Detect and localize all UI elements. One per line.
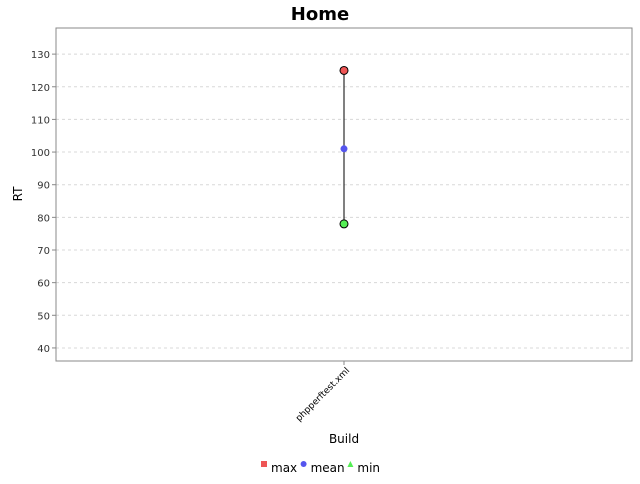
- y-tick-label: 60: [37, 279, 50, 290]
- y-tick-label: 130: [31, 50, 50, 61]
- y-tick-label: 50: [37, 311, 50, 322]
- data-point-mean: [340, 145, 348, 153]
- y-tick-label: 100: [31, 148, 50, 159]
- data-point-min: [339, 219, 349, 229]
- x-axis-label: Build: [329, 432, 359, 446]
- legend-marker-mean: [300, 461, 307, 467]
- plot-area: 40 50 60 70 80 90 100 110 120 130 phpperftest.xml: [31, 27, 633, 424]
- legend-label-max: max: [271, 461, 297, 475]
- y-tick-label: 110: [31, 115, 50, 126]
- y-tick-label: 80: [37, 213, 50, 224]
- y-tick-label: 70: [37, 246, 50, 257]
- legend-marker-max: [261, 461, 267, 467]
- data-point-max: [339, 65, 349, 75]
- legend-label-mean: mean: [311, 461, 345, 475]
- y-tick-label: 40: [37, 344, 50, 355]
- chart-title: Home: [291, 4, 349, 25]
- legend-label-min: min: [357, 461, 380, 475]
- legend-marker-min: [347, 461, 354, 467]
- y-tick-label: 90: [37, 181, 50, 192]
- y-axis-label: RT: [11, 186, 25, 201]
- y-tick-label: 120: [31, 83, 50, 94]
- legend: max mean min: [261, 461, 380, 475]
- x-tick-label: phpperftest.xml: [294, 366, 352, 424]
